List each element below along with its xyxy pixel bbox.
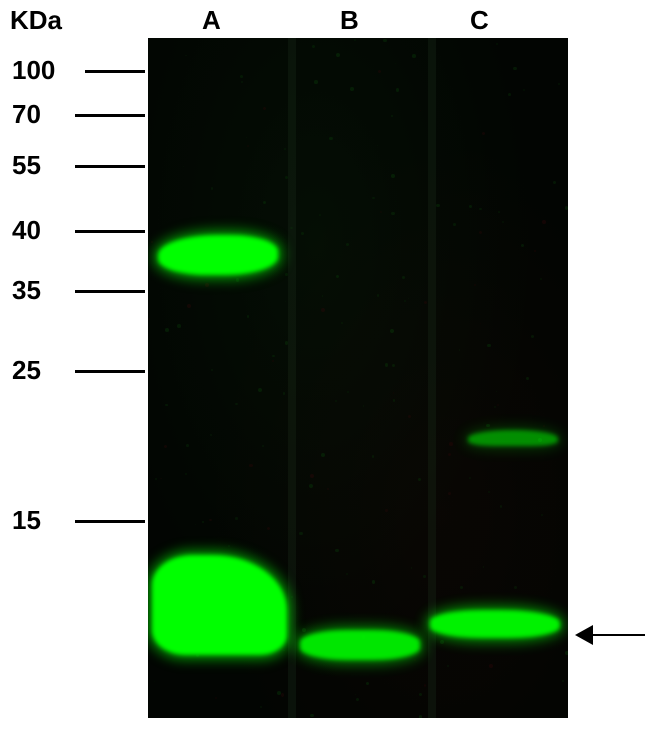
- marker-label: 25: [12, 355, 41, 386]
- marker-tick: [75, 520, 145, 523]
- arrow-indicator: [575, 625, 645, 645]
- marker-label: 70: [12, 99, 41, 130]
- figure-container: KDa A B C 100 70 55 40 35 25 15: [0, 0, 650, 740]
- marker-tick: [85, 70, 145, 73]
- marker-label: 40: [12, 215, 41, 246]
- unit-label: KDa: [10, 5, 62, 36]
- marker-tick: [75, 230, 145, 233]
- marker-label: 55: [12, 150, 41, 181]
- blot-band: [300, 630, 420, 660]
- marker-tick: [75, 290, 145, 293]
- blot-band: [468, 430, 558, 446]
- blot-membrane: [148, 38, 568, 718]
- marker-tick: [75, 114, 145, 117]
- marker-label: 15: [12, 505, 41, 536]
- marker-label: 35: [12, 275, 41, 306]
- lane-label-b: B: [340, 5, 359, 36]
- lane-label-a: A: [202, 5, 221, 36]
- blot-band: [158, 235, 278, 275]
- marker-label: 100: [12, 55, 55, 86]
- marker-tick: [75, 165, 145, 168]
- marker-tick: [75, 370, 145, 373]
- blot-band: [430, 610, 560, 638]
- lane-label-c: C: [470, 5, 489, 36]
